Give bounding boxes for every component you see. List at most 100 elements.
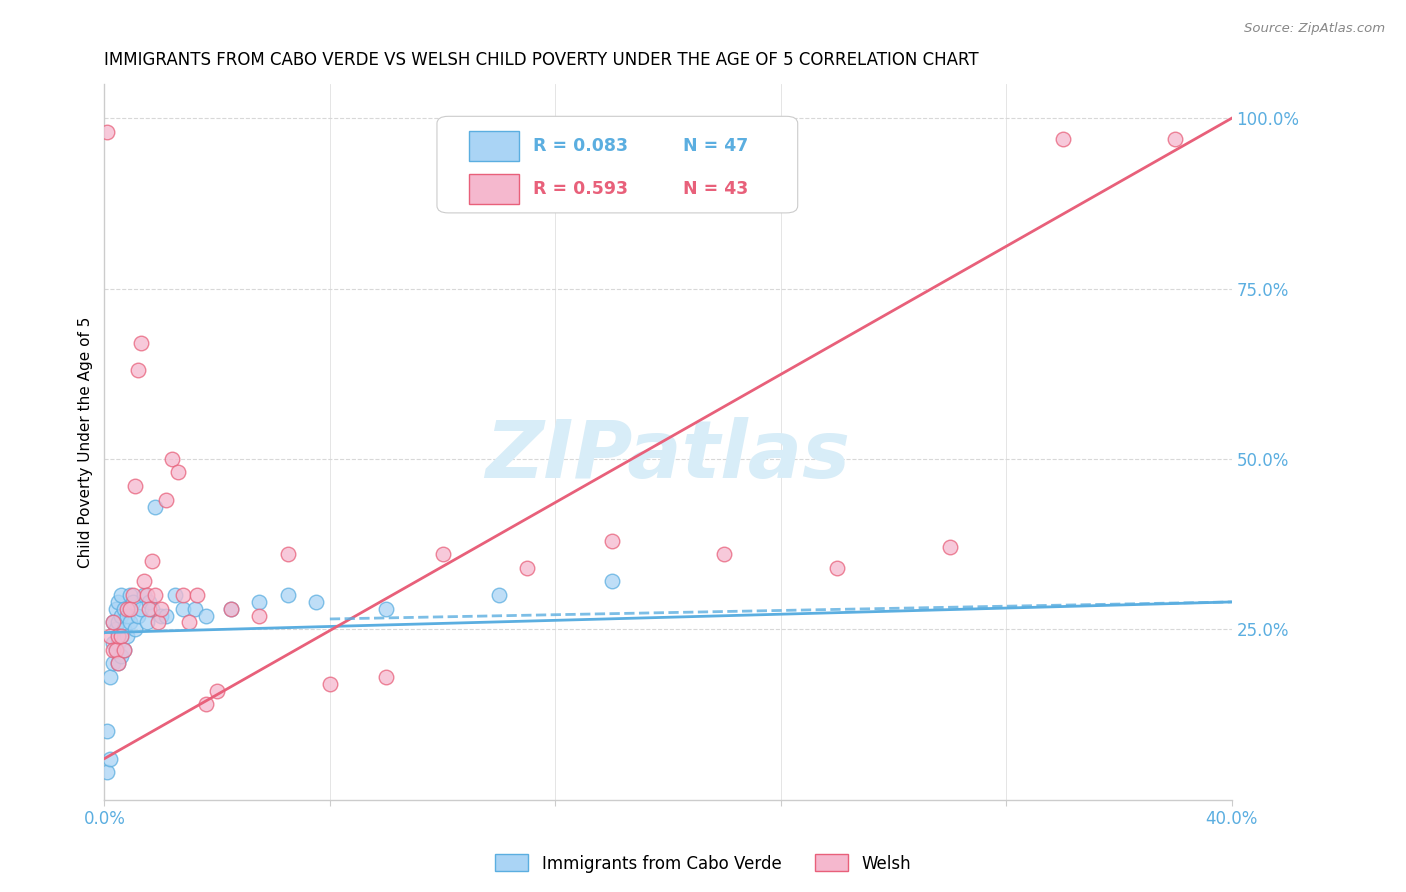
Point — [115, 608, 138, 623]
Point — [375, 670, 398, 684]
Point — [488, 588, 510, 602]
Point — [135, 615, 157, 630]
Point — [129, 336, 152, 351]
Point — [107, 595, 129, 609]
Point — [160, 451, 183, 466]
Point — [172, 601, 194, 615]
Point — [101, 615, 124, 630]
Point — [110, 588, 132, 602]
Point — [277, 588, 299, 602]
Point — [110, 629, 132, 643]
Legend: Immigrants from Cabo Verde, Welsh: Immigrants from Cabo Verde, Welsh — [488, 847, 918, 880]
Point — [194, 697, 217, 711]
Text: R = 0.593: R = 0.593 — [533, 180, 628, 198]
Point — [516, 561, 538, 575]
Point — [219, 601, 242, 615]
Point — [118, 615, 141, 630]
Point — [112, 642, 135, 657]
FancyBboxPatch shape — [468, 131, 519, 161]
Point — [112, 642, 135, 657]
Point — [163, 588, 186, 602]
Point — [247, 608, 270, 623]
Point — [110, 629, 132, 643]
Point — [600, 533, 623, 548]
Text: R = 0.083: R = 0.083 — [533, 137, 628, 155]
Point — [101, 657, 124, 671]
Point — [112, 622, 135, 636]
Point — [104, 601, 127, 615]
Point — [825, 561, 848, 575]
Point — [155, 608, 177, 623]
Point — [132, 574, 155, 589]
Point — [107, 636, 129, 650]
Point — [104, 642, 127, 657]
Point — [96, 765, 118, 780]
Point — [375, 601, 398, 615]
Point — [277, 547, 299, 561]
Point — [112, 601, 135, 615]
Point — [115, 629, 138, 643]
Point — [115, 601, 138, 615]
Point — [107, 657, 129, 671]
FancyBboxPatch shape — [468, 174, 519, 204]
Point — [194, 608, 217, 623]
Point — [107, 657, 129, 671]
Point — [96, 125, 118, 139]
Point — [118, 588, 141, 602]
Point — [98, 670, 121, 684]
Point — [939, 541, 962, 555]
FancyBboxPatch shape — [437, 116, 797, 213]
Point — [104, 642, 127, 657]
Point — [127, 608, 149, 623]
Point — [146, 615, 169, 630]
Point — [205, 683, 228, 698]
Point — [143, 588, 166, 602]
Point — [135, 588, 157, 602]
Text: N = 43: N = 43 — [683, 180, 748, 198]
Point — [98, 629, 121, 643]
Point — [129, 601, 152, 615]
Point — [219, 601, 242, 615]
Point — [121, 595, 143, 609]
Point — [118, 601, 141, 615]
Point — [600, 574, 623, 589]
Point — [124, 479, 146, 493]
Point — [305, 595, 328, 609]
Point — [172, 588, 194, 602]
Point — [155, 492, 177, 507]
Point — [98, 751, 121, 765]
Point — [96, 724, 118, 739]
Point — [186, 588, 208, 602]
Text: N = 47: N = 47 — [683, 137, 748, 155]
Point — [110, 649, 132, 664]
Point — [177, 615, 200, 630]
Point — [124, 622, 146, 636]
Point — [127, 363, 149, 377]
Point — [110, 608, 132, 623]
Point — [107, 615, 129, 630]
Point — [138, 601, 160, 615]
Text: ZIPatlas: ZIPatlas — [485, 417, 851, 495]
Point — [319, 676, 342, 690]
Point — [107, 629, 129, 643]
Point — [141, 554, 163, 568]
Point — [432, 547, 454, 561]
Point — [149, 601, 172, 615]
Point — [104, 622, 127, 636]
Text: IMMIGRANTS FROM CABO VERDE VS WELSH CHILD POVERTY UNDER THE AGE OF 5 CORRELATION: IMMIGRANTS FROM CABO VERDE VS WELSH CHIL… — [104, 51, 979, 69]
Point — [101, 615, 124, 630]
Point — [121, 588, 143, 602]
Point — [166, 466, 188, 480]
Point — [149, 608, 172, 623]
Point — [141, 601, 163, 615]
Point — [132, 588, 155, 602]
Point — [1164, 131, 1187, 145]
Point — [143, 500, 166, 514]
Point — [101, 642, 124, 657]
Point — [247, 595, 270, 609]
Point — [183, 601, 205, 615]
Text: Source: ZipAtlas.com: Source: ZipAtlas.com — [1244, 22, 1385, 36]
Y-axis label: Child Poverty Under the Age of 5: Child Poverty Under the Age of 5 — [79, 316, 93, 567]
Point — [101, 636, 124, 650]
Point — [138, 595, 160, 609]
